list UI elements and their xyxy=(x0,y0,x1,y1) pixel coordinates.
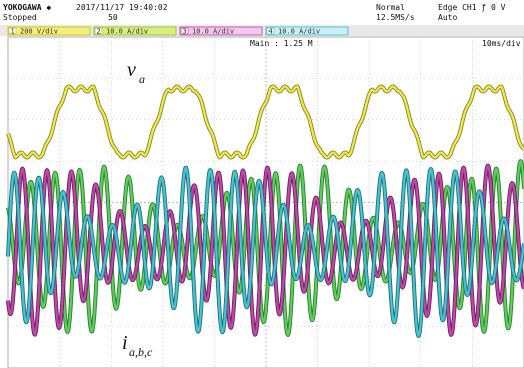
datetime: 2017/11/17 19:40:02 xyxy=(76,3,168,12)
channel-number: 3 xyxy=(183,28,187,36)
channel-number: 1 xyxy=(11,28,15,36)
channel-scale: 10.0 A/div xyxy=(106,28,148,36)
record-length: Main : 1.25 M xyxy=(250,39,313,48)
sample-rate: 12.5MS/s xyxy=(376,13,415,22)
current-subscript: a,b,c xyxy=(129,345,153,359)
voltage-label: v xyxy=(127,59,136,81)
oscilloscope-screen: YOKOGAWA ◆ 2017/11/17 19:40:02 Stopped 5… xyxy=(0,0,524,368)
page: YOKOGAWA ◆ 2017/11/17 19:40:02 Stopped 5… xyxy=(0,0,524,368)
count: 50 xyxy=(108,13,118,22)
channel-number: 4 xyxy=(269,28,273,36)
status: Stopped xyxy=(3,13,37,22)
mode: Normal xyxy=(376,3,405,12)
timebase: 10ms/div xyxy=(482,39,521,48)
channel-number: 2 xyxy=(97,28,101,36)
brand: YOKOGAWA ◆ xyxy=(3,3,51,12)
voltage-subscript: a xyxy=(139,72,145,86)
trigger: Edge CH1 ƒ 0 V xyxy=(438,3,506,12)
trigger-mode: Auto xyxy=(438,13,457,22)
channel-scale: 200 V/div xyxy=(20,28,58,36)
channel-scale: 10.0 A/div xyxy=(192,28,234,36)
current-label: i xyxy=(122,332,128,354)
channel-scale: 10.0 A/div xyxy=(278,28,320,36)
